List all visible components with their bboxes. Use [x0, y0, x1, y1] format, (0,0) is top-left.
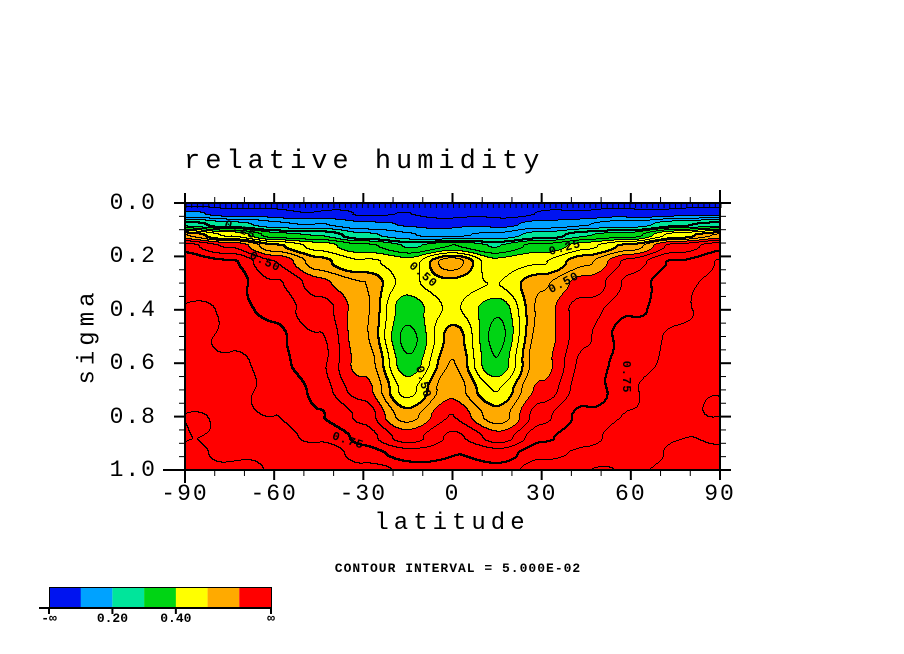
colorbar-tick-label: 0.40 — [160, 611, 192, 626]
y-tick-label: 0.8 — [109, 403, 157, 430]
y-tick-label: 0.4 — [109, 296, 157, 323]
x-tick-label: 90 — [704, 481, 736, 507]
colorbar-tick-label: -∞ — [41, 611, 57, 626]
x-tick-label: -60 — [250, 481, 298, 507]
x-tick-label: 60 — [615, 481, 647, 507]
y-tick-label: 0.6 — [109, 350, 157, 377]
chart-title: relative humidity — [184, 147, 545, 177]
y-tick-label: 0.0 — [109, 190, 157, 216]
x-tick-label: -30 — [339, 481, 388, 507]
x-tick-label: 30 — [525, 481, 558, 507]
x-tick-label: -90 — [161, 481, 209, 507]
contour-label: 0.75 — [619, 360, 634, 393]
x-axis-title: latitude — [374, 510, 530, 537]
y-tick-label: 0.2 — [109, 243, 157, 270]
contour-interval-note: CONTOUR INTERVAL = 5.000E-02 — [334, 561, 582, 576]
colorbar-tick-label: ∞ — [267, 611, 275, 626]
x-tick-label: 0 — [444, 481, 461, 507]
y-tick-label: 1.0 — [109, 457, 157, 483]
colorbar-tick-label: 0.20 — [96, 611, 129, 626]
